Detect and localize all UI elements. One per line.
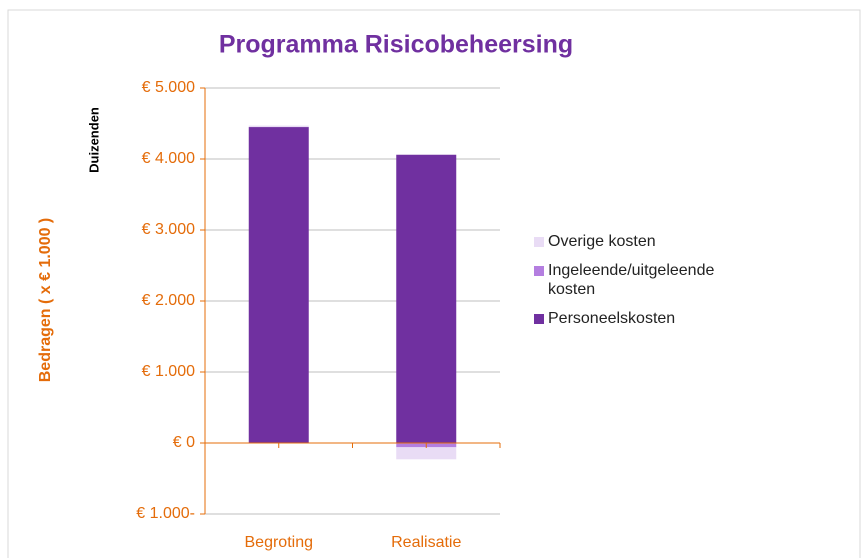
bar-segment — [248, 127, 309, 444]
y-unit-label: Duizenden — [86, 107, 101, 173]
chart-title: Programma Risicobeheersing — [219, 31, 573, 59]
chart-border — [7, 9, 861, 558]
y-tick-label: € 4.000 — [142, 150, 195, 167]
y-tick-label: € 1.000 — [142, 363, 195, 380]
legend-item: Personeelskosten — [534, 309, 734, 328]
legend-swatch — [534, 314, 544, 324]
y-tick-label: € 2.000 — [142, 292, 195, 309]
bar-segment — [248, 125, 309, 128]
y-tick-label: € 3.000 — [142, 221, 195, 238]
legend-swatch — [534, 237, 544, 247]
y-axis-label: Bedragen ( x € 1.000 ) — [37, 218, 54, 383]
legend-label: Ingeleende/uitgeleende kosten — [548, 262, 715, 298]
bar-segment — [396, 447, 457, 460]
y-tick-label: € 0 — [173, 434, 195, 451]
x-tick-label: Begroting — [245, 534, 314, 551]
legend-label: Overige kosten — [548, 233, 656, 250]
x-tick-label: Realisatie — [391, 534, 461, 551]
y-tick-label: € 5.000 — [142, 79, 195, 96]
y-tick-label: € 1.000- — [136, 505, 195, 522]
legend-swatch — [534, 266, 544, 276]
legend: Overige kosten Ingeleende/uitgeleende kos… — [534, 232, 734, 338]
legend-label: Personeelskosten — [548, 310, 676, 327]
legend-item: Overige kosten — [534, 232, 734, 251]
bar-segment — [396, 154, 457, 444]
legend-item: Ingeleende/uitgeleende kosten — [534, 261, 734, 299]
